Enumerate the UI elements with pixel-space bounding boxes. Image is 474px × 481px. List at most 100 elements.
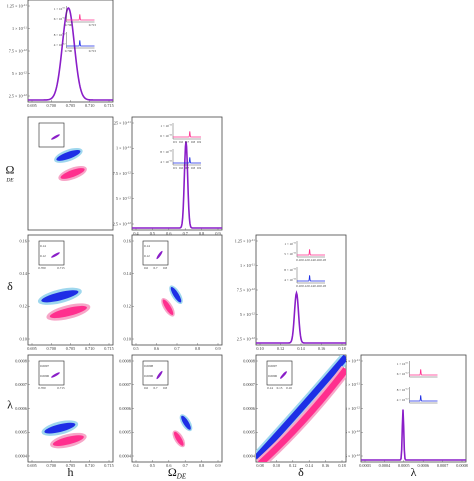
panel-delta-lambda-plot [256, 355, 346, 462]
diag-delta-inset-blue-xticklabel: 0.18 [320, 284, 326, 288]
diag-omega_de-inset-pink-peak [173, 131, 201, 138]
panel-delta-lambda-x-ticklabel: 0.18 [338, 463, 345, 468]
panel-h-delta-x-ticklabel: 0.715 [104, 346, 113, 351]
diag-h-y-ticklabel: 7.5 × 10-12 [9, 48, 28, 53]
diag-omega_de-x-ticklabel: 0.6 [166, 231, 171, 236]
panel-omega_de-lambda-pink-contour-1sigma [173, 431, 184, 446]
panel-h-lambda-inset-xticklabel: 0.700 [38, 386, 46, 390]
diag-omega_de-peak [132, 141, 222, 229]
diag-delta-inset-blue-xticklabel: 0.14 [308, 284, 314, 288]
panel-h-omega_de-inset-frame [38, 122, 65, 148]
diag-lambda-y-ticklabel: 5 × 10-12 [345, 429, 360, 434]
diag-omega_de-frame [131, 116, 223, 231]
panel-h-delta-inset-yticklabel: 0.14 [40, 244, 46, 248]
panel-omega_de-lambda-inset-yticklabel: 0.0008 [144, 364, 153, 368]
panel-omega_de-lambda-inset-xticklabel: 0.8 [163, 386, 167, 390]
panel-h-lambda-y-ticklabel: 0.0004 [15, 453, 27, 458]
diag-delta-inset-blue-xticklabel: 0.10 [296, 284, 302, 288]
panel-h-lambda-x-ticklabel: 0.710 [85, 463, 94, 468]
panel-h-lambda-y-ticklabel: 0.0007 [15, 382, 27, 387]
diag-delta-inset-pink-xticklabel: 0.10 [296, 258, 302, 262]
diag-delta-inset-pink-xticklabel: 0.12 [302, 258, 308, 262]
diag-h-inset-pink-xticklabel: 0.700 [65, 23, 73, 27]
panel-omega_de-lambda-y-ticklabel: 0.0004 [119, 453, 131, 458]
panel-h-lambda-inset-frame [38, 360, 65, 386]
diag-delta-inset-pink-ticklabel: 1 × 10-11 [284, 242, 296, 246]
panel-delta-lambda-inset-xticklabel: 0.15 [277, 386, 283, 390]
panel-delta-lambda-x-ticklabel: 0.12 [289, 463, 296, 468]
diag-omega_de-inset-pink-xticklabel: 0.8 [191, 140, 195, 144]
diag-h-y-ticklabel: 2.5 × 10-12 [9, 93, 28, 98]
xlabel-h: h [68, 465, 74, 479]
panel-h-delta-y-ticklabel: 0.10 [19, 336, 26, 341]
panel-h-delta-inset-contour [51, 252, 60, 258]
panel-h-lambda-pink-contour-1sigma [52, 435, 84, 446]
panel-h-omega_de-pink-contour-1sigma [60, 168, 85, 179]
panel-delta-lambda-x-ticklabel: 0.14 [306, 463, 314, 468]
diag-lambda-y-ticklabel: 1.25 × 10-11 [340, 358, 360, 363]
diag-lambda-x-ticklabel: 0.0003 [359, 463, 371, 468]
panel-omega_de-delta-x-ticklabel: 0.7 [174, 346, 179, 351]
diag-lambda-x-ticklabel: 0.0006 [417, 463, 429, 468]
diag-delta-inset-blue-peak [297, 275, 325, 282]
diag-h-inset-blue-ticklabel: 8 × 10-12 [54, 33, 67, 37]
diag-h-x-ticklabel: 0.700 [47, 103, 56, 108]
panel-omega_de-lambda-inset-contour [156, 370, 163, 380]
diag-omega_de-inset-pink-ticklabel: 6 × 10-12 [160, 134, 173, 138]
diag-delta-y-ticklabel: 1 × 10-11 [240, 262, 255, 267]
panel-h-lambda-y-ticklabel: 0.0008 [15, 358, 27, 363]
panel-h-lambda-x-ticklabel: 0.705 [66, 463, 75, 468]
xlabel-delta: δ [298, 465, 304, 479]
panel-h-omega_de-inset-contour [51, 134, 60, 140]
diag-omega_de-inset-pink-xticklabel: 0.6 [179, 140, 183, 144]
panel-delta-lambda-inset-yticklabel: 0.0007 [268, 364, 277, 368]
diag-lambda-inset-pink-ticklabel: 6 × 10-12 [397, 372, 410, 376]
panel-omega_de-lambda-x-ticklabel: 0.8 [199, 463, 204, 468]
panel-omega_de-lambda-x-ticklabel: 0.9 [215, 463, 220, 468]
diag-delta-inset-pink-ticklabel: 5 × 10-12 [284, 252, 297, 256]
panel-delta-lambda-inset-yticklabel: 0.0006 [268, 374, 277, 378]
diag-omega_de-inset-blue-xticklabel: 0.8 [191, 166, 195, 170]
diag-omega_de-y-ticklabel: 7.5 × 10-12 [113, 170, 132, 175]
diag-delta-inset-blue-xticklabel: 0.16 [314, 284, 320, 288]
panel-h-lambda-inset-yticklabel: 0.0007 [40, 364, 49, 368]
panel-h-delta-pink-contour-1sigma [49, 305, 87, 319]
xlabel-lambda: λ [411, 465, 417, 479]
diag-omega_de-x-ticklabel: 0.7 [183, 231, 188, 236]
diag-h-peak [28, 7, 113, 101]
panel-omega_de-delta-x-ticklabel: 0.5 [133, 346, 138, 351]
diag-lambda-inset-pink-peak [409, 369, 438, 376]
diag-lambda-frame [360, 354, 467, 463]
panel-h-delta-inset-frame [38, 240, 65, 266]
diag-delta-peak [256, 290, 346, 344]
panel-omega_de-delta-y-ticklabel: 0.16 [123, 238, 130, 243]
panel-delta-lambda-inset-contour [280, 371, 287, 379]
diag-omega_de-x-ticklabel: 0.9 [215, 231, 220, 236]
diag-lambda-y-ticklabel: 1 × 10-11 [345, 382, 360, 387]
diag-omega_de-inset-blue-xticklabel: 0.7 [185, 166, 189, 170]
diag-delta-x-ticklabel: 0.18 [338, 346, 345, 351]
panel-h-lambda-inset-yticklabel: 0.0006 [40, 374, 49, 378]
panel-h-delta-x-ticklabel: 0.695 [27, 346, 36, 351]
diag-lambda-inset-blue-peak [409, 395, 438, 402]
panel-omega_de-delta-inset-xticklabel: 0.7 [153, 266, 157, 270]
diag-h-x-ticklabel: 0.705 [66, 103, 75, 108]
panel-omega_de-lambda-x-ticklabel: 0.7 [183, 463, 188, 468]
panel-omega_de-lambda-y-ticklabel: 0.0008 [119, 358, 131, 363]
diag-omega_de-inset-blue-ticklabel: 8 × 10-12 [160, 150, 173, 154]
diag-h-y-ticklabel: 1 × 10-11 [12, 25, 27, 30]
panel-omega_de-lambda-y-ticklabel: 0.0006 [119, 406, 131, 411]
diag-delta-inset-blue-ticklabel: 4 × 10-12 [284, 278, 297, 282]
panel-h-delta-y-ticklabel: 0.14 [19, 271, 27, 276]
diag-delta-inset-pink-xticklabel: 0.14 [308, 258, 314, 262]
diag-omega_de-x-ticklabel: 0.8 [199, 231, 204, 236]
diag-lambda-y-ticklabel: 7.5 × 10-12 [342, 405, 361, 410]
panel-omega_de-delta-y-ticklabel: 0.14 [123, 271, 131, 276]
panel-delta-lambda-y-ticklabel: 0.0004 [243, 453, 255, 458]
diag-omega_de-inset-pink-ticklabel: 1 × 10-11 [160, 124, 172, 128]
diag-lambda-x-ticklabel: 0.0007 [437, 463, 449, 468]
panel-h-delta-x-ticklabel: 0.710 [85, 346, 94, 351]
panel-omega_de-lambda-plot [172, 414, 193, 448]
diag-lambda-inset-blue-ticklabel: 8 × 10-12 [397, 388, 410, 392]
diag-delta-inset-pink-xticklabel: 0.18 [320, 258, 326, 262]
